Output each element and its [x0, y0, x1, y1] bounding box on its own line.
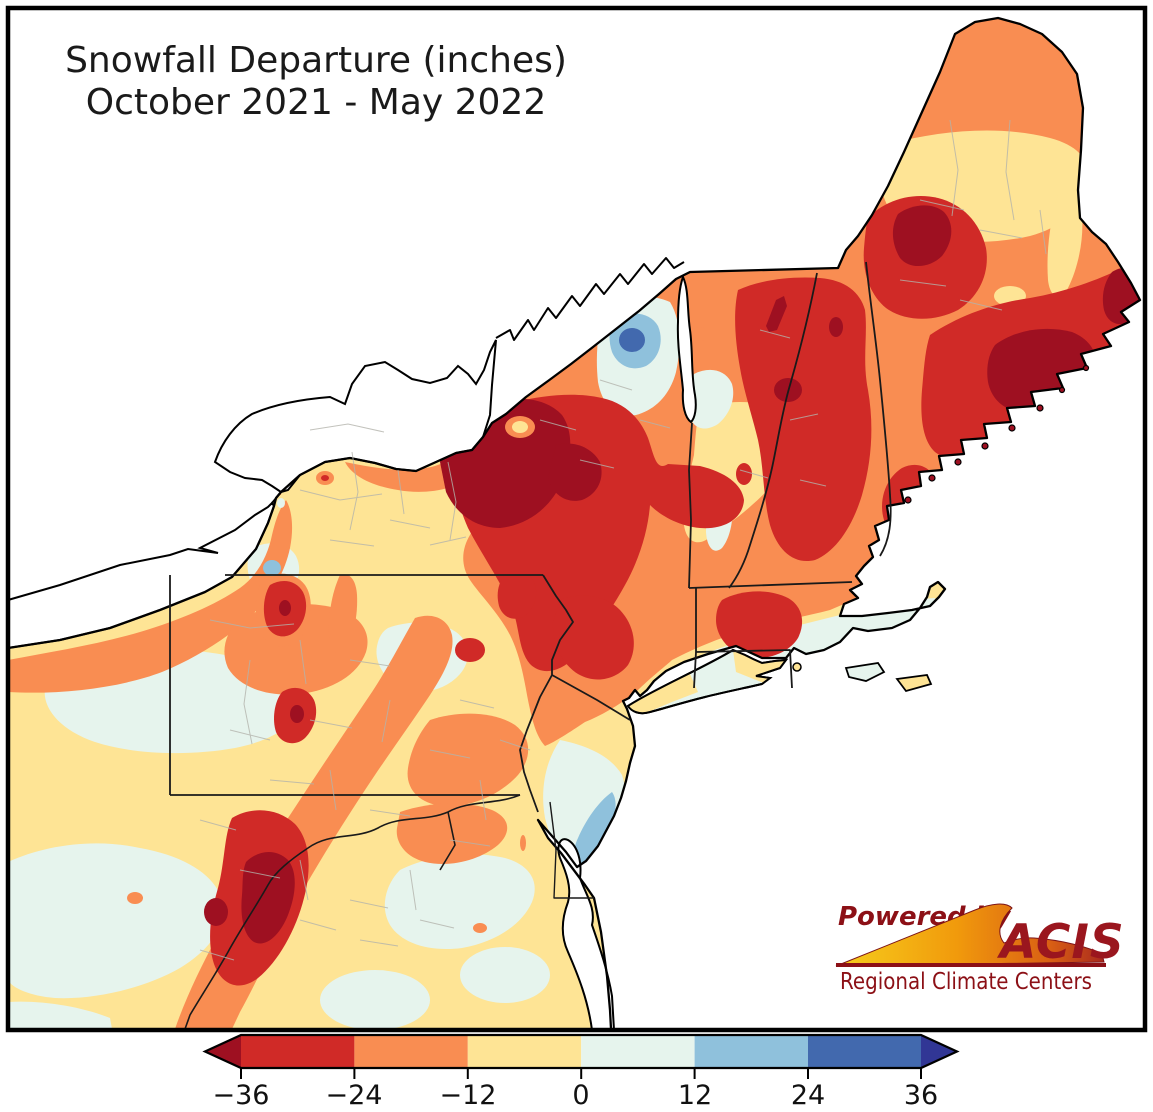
map-frame — [5, 5, 1148, 1033]
colorbar-tick-label-0: −36 — [213, 1080, 270, 1111]
colorbar-segment-3 — [467, 1035, 582, 1068]
colorbar: −36 −24 −12 0 12 24 36 — [202, 1033, 960, 1111]
border-vt-nh — [728, 272, 818, 589]
contour-mint-niagara-dot — [277, 498, 285, 508]
acis-logo-swoosh — [835, 903, 1105, 967]
contour-maroon-adk-east — [548, 443, 602, 501]
contour-mint-bottom-corner — [8, 1001, 112, 1029]
mainland-outline — [7, 16, 1142, 1030]
contour-yellow-east-maine-tongue — [1047, 193, 1083, 297]
contour-mint-sw-bottomleft — [8, 843, 224, 999]
nantucket — [895, 674, 933, 693]
contour-lightblue-chautauqua-dot — [263, 560, 281, 576]
lake-champlain — [676, 274, 697, 424]
contour-red-catskills — [552, 595, 634, 680]
contour-mint-south-central — [320, 970, 430, 1030]
contour-orange-erie-shore-band — [8, 500, 293, 693]
contour-red-wny-dot-core — [321, 475, 329, 481]
county-lines — [199, 119, 1047, 961]
chesapeake-bay — [557, 838, 616, 1031]
map-title-line2: October 2021 - May 2022 — [86, 82, 547, 123]
contour-mint-champlain-east — [688, 369, 734, 429]
colorbar-tick-label-3: 0 — [572, 1080, 589, 1111]
colorbar-tick-label-4: 12 — [678, 1080, 712, 1111]
acis-logo: Powered by ACIS Regional Climate Centers — [835, 902, 1125, 995]
colorbar-arrow-right — [921, 1035, 957, 1068]
contour-red-berkshires — [716, 591, 803, 658]
acis-logo-rule — [836, 963, 1106, 967]
marthas-vineyard — [844, 662, 886, 682]
contour-mint-md-valley — [384, 854, 535, 950]
colorbar-tick-label-5: 24 — [791, 1080, 825, 1111]
long-island-outline — [626, 648, 789, 715]
contour-orange-finger-streak — [328, 574, 358, 653]
colorbar-tick-label-1: −24 — [326, 1080, 383, 1111]
contour-maroon-tughill-hole — [512, 421, 528, 433]
colorbar-segment-5 — [694, 1035, 808, 1068]
border-de-west — [549, 801, 594, 899]
contour-orange-philly-fleck — [520, 835, 526, 851]
block-island — [792, 662, 802, 672]
contour-red-svt-dot — [736, 463, 752, 485]
acis-logo-acis-text: ACIS — [996, 915, 1125, 970]
coastline — [7, 16, 1142, 1030]
colorbar-tick-label-6: 36 — [904, 1080, 938, 1111]
long-island-west-yellow — [628, 674, 698, 714]
colorbar-arrow-left — [205, 1035, 241, 1068]
maine-coastal-islands — [904, 364, 1090, 504]
contour-maroon-ridge-north-dot — [290, 705, 304, 723]
acis-logo-subtitle: Regional Climate Centers — [840, 969, 1092, 995]
contour-red-ne-pa-dot — [455, 638, 485, 662]
contour-mint-va-patch — [460, 947, 550, 1003]
colorbar-segment-6 — [808, 1035, 921, 1068]
contour-blue-nny-core — [619, 328, 645, 352]
colorbar-tick-label-2: −12 — [440, 1080, 497, 1111]
contour-orange-east-pa — [407, 713, 529, 807]
colorbar-ticks — [240, 1068, 922, 1079]
contour-maroon-swpa-dot — [204, 898, 228, 926]
contour-maroon-wny-border-dot — [279, 600, 291, 616]
border-ma-south-ct-ri — [693, 588, 793, 689]
st-lawrence-canadian-bank — [495, 257, 685, 341]
map-title-line1: Snowfall Departure (inches) — [65, 40, 567, 81]
contour-red-vt-nh — [735, 277, 872, 562]
colorbar-segment-4 — [581, 1035, 695, 1068]
contour-orange-champlain-dot — [693, 327, 707, 341]
contour-lightblue-nj-coast — [574, 792, 616, 868]
colorbar-segment-2 — [354, 1035, 468, 1068]
border-ma-north — [688, 581, 853, 589]
contour-red-ne-pa-border — [497, 570, 537, 619]
border-ny-vt — [688, 422, 693, 589]
border-nh-me — [865, 261, 892, 557]
contour-orange-va-dot — [473, 923, 487, 933]
water — [7, 8, 1145, 1031]
contour-maroon-swpa-core — [241, 851, 295, 944]
ocean — [8, 8, 1145, 1030]
contour-maroon-nvt-streak — [766, 296, 787, 332]
colorbar-segment-1 — [241, 1035, 355, 1068]
contour-maroon-nh-north-dot — [829, 317, 843, 337]
border-nj-ny — [551, 674, 631, 721]
state-borders — [169, 261, 892, 1030]
border-wv-va-spur — [439, 811, 456, 871]
contour-maroon-west-maine — [892, 205, 952, 267]
contour-orange-wv-dot — [127, 892, 143, 904]
